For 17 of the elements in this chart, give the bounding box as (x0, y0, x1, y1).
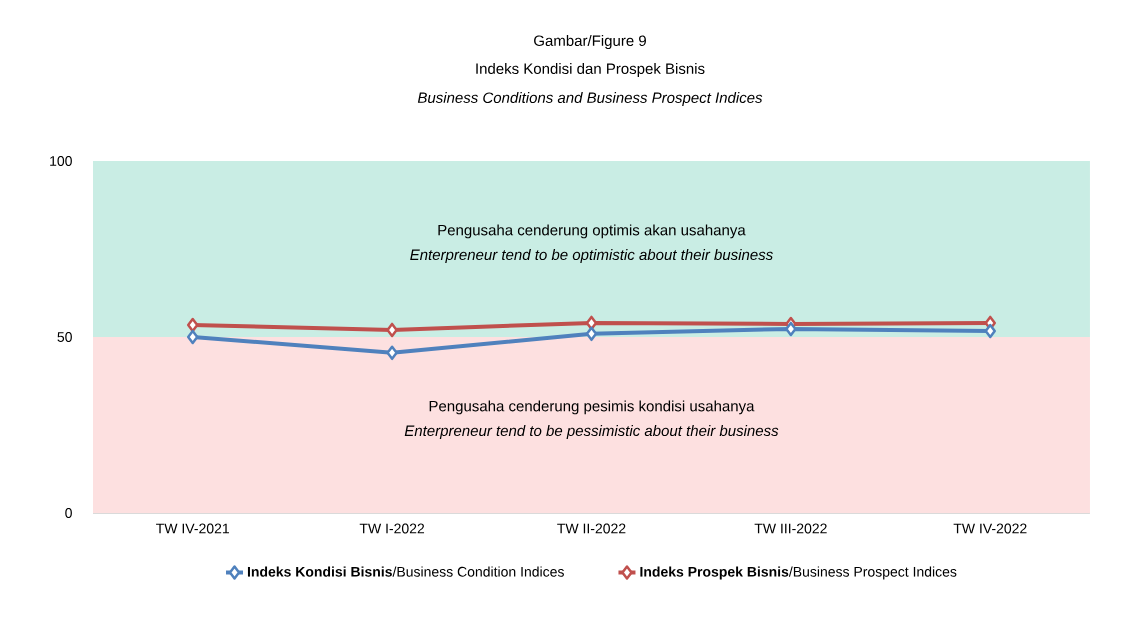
band-label: Pengusaha cenderung optimis akan usahanya (438, 224, 746, 239)
x-tick-label: TW IV-2021 (156, 523, 229, 534)
y-tick-label: 100 (50, 156, 72, 166)
band-label: Pengusaha cenderung pesimis kondisi usahanya (429, 400, 755, 415)
x-tick-label: TW IV-2022 (953, 523, 1027, 534)
chart-subtitle: Indeks Kondisi dan Prospek Bisnis (476, 62, 705, 77)
y-tick-label: 0 (65, 508, 72, 518)
text: Business Conditions and Business Prospect Indices (417, 91, 763, 106)
y-tick-label: 50 (57, 332, 72, 342)
legend-label: Indeks Kondisi Bisnis/Business Condition Indices (247, 566, 564, 577)
x-tick-label: TW III-2022 (754, 523, 827, 534)
annotation: Enterpreneur tend to be optimistic about their business (410, 249, 773, 264)
annotation: Enterpreneur tend to be pessimistic about their business (404, 425, 779, 440)
x-tick-label: TW II-2022 (557, 523, 626, 534)
x-tick-label: TW I-2022 (359, 523, 425, 534)
legend-label: Indeks Prospek Bisnis/Business Prospect Indices (640, 566, 957, 580)
chart-title: Gambar/Figure 9 (534, 34, 646, 49)
